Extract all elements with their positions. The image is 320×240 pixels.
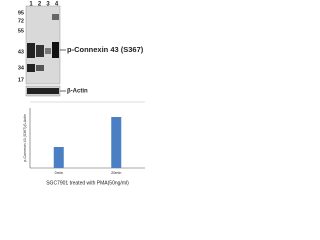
x-tick-label: 20min xyxy=(111,171,121,175)
lane-number: 4 xyxy=(55,2,59,8)
figure: p-Connexin 43 (S367) β-Actin 1 2 3 49572554… xyxy=(18,2,145,186)
band xyxy=(52,14,59,20)
mw-marker: 17 xyxy=(18,77,24,83)
band xyxy=(36,45,44,57)
lane-number: 3 xyxy=(46,2,50,8)
band xyxy=(52,42,59,58)
mw-marker: 43 xyxy=(18,49,24,55)
page: p-Connexin 43 (S367) β-Actin 1 2 3 4 95 72 55 4… xyxy=(0,0,150,189)
control-label: β-Actin xyxy=(67,89,88,95)
band xyxy=(27,64,35,72)
band xyxy=(45,48,51,54)
bar xyxy=(53,147,64,168)
x-tick-label: 0min xyxy=(55,171,63,175)
lane-number: 2 xyxy=(38,2,42,8)
mw-marker: 55 xyxy=(18,28,24,34)
mw-marker: 95 xyxy=(18,10,24,16)
actin-band xyxy=(27,88,59,94)
target-label: p-Connexin 43 (S367) xyxy=(67,45,144,54)
bar xyxy=(111,117,122,168)
x-axis-label: SGC7901 treated with PMA(50ng/ml) xyxy=(46,180,129,186)
band xyxy=(27,43,35,58)
mw-marker: 34 xyxy=(18,65,25,71)
mw-marker: 72 xyxy=(18,18,24,24)
y-axis-label: p-Connexin 43 (S367)/β-Actin xyxy=(23,114,27,161)
lane-number: 1 xyxy=(29,2,33,8)
band xyxy=(36,65,44,71)
